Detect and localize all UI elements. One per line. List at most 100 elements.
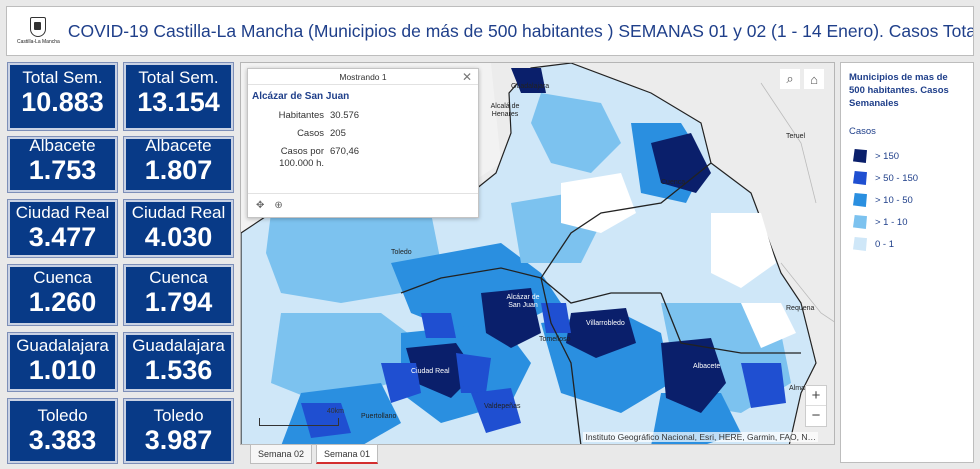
legend-item: > 150 [849, 145, 965, 167]
legend-swatch [853, 171, 867, 185]
home-icon[interactable]: ⌂ [804, 69, 824, 89]
tile-label: Toledo [153, 406, 204, 425]
map-view[interactable]: Alcalá de Henares Guadalajara Cuenca Tol… [240, 62, 835, 445]
popup-value: 670,46 [330, 146, 360, 157]
zoom-in-button[interactable]: + [806, 386, 826, 406]
popup-row-casos-por-100k: Casos por 100.000 h. 670,46 [248, 146, 478, 170]
tile-albacete-01: Albacete 1.807 [123, 136, 234, 193]
tile-value: 1.536 [144, 355, 213, 385]
legend-panel: Municipios de mas de 500 habitantes. Cas… [840, 62, 974, 463]
zoom-control: + − [805, 385, 827, 427]
dashboard-header: Castilla-La Mancha COVID-19 Castilla-La … [6, 6, 974, 56]
legend-subtitle: Casos [849, 126, 876, 137]
tile-label: Albacete [145, 137, 212, 155]
map-label-puertollano: Puertollano [361, 413, 397, 420]
tile-label: Ciudad Real [15, 203, 110, 222]
legend-item: > 1 - 10 [849, 211, 965, 233]
tile-toledo-02: Toledo 3.383 [7, 398, 118, 464]
legend-label: 0 - 1 [875, 238, 895, 250]
tile-label: Cuenca [149, 268, 208, 287]
zoom-out-button[interactable]: − [811, 407, 821, 424]
map-label-villarrobledo: Villarrobledo [586, 320, 625, 327]
tile-label: Guadalajara [132, 336, 225, 355]
popup-row-casos: Casos 205 [248, 128, 478, 140]
legend-item: > 50 - 150 [849, 167, 965, 189]
tile-ciudad-real-02: Ciudad Real 3.477 [7, 199, 118, 258]
tile-label: Ciudad Real [131, 203, 226, 222]
tile-value: 4.030 [144, 222, 213, 252]
tile-label: Toledo [37, 406, 88, 425]
tile-value: 10.883 [21, 87, 104, 117]
tile-value: 3.383 [28, 425, 97, 455]
popup-title: Alcázar de San Juan [252, 91, 350, 102]
map-label-tomelloso: Tomelloso [539, 336, 571, 343]
tile-toledo-01: Toledo 3.987 [123, 398, 234, 464]
tile-value: 1.794 [144, 287, 213, 317]
legend-label: > 50 - 150 [875, 172, 919, 184]
tile-label: Total Sem. [22, 68, 103, 87]
tile-value: 1.807 [144, 155, 213, 185]
tile-label: Total Sem. [138, 68, 219, 87]
popup-key: Habitantes [278, 110, 324, 121]
popup-row-habitantes: Habitantes 30.576 [248, 110, 478, 122]
popup-value: 30.576 [330, 110, 360, 121]
tile-total-sem-02: Total Sem. 10.883 [7, 62, 118, 131]
popup-key: Casos por 100.000 h. [279, 146, 324, 169]
map-label-toledo: Toledo [391, 249, 412, 256]
tab-semana-01[interactable]: Semana 01 [316, 444, 378, 464]
tile-albacete-02: Albacete 1.753 [7, 136, 118, 193]
map-label-guadalajara: Guadalajara [511, 83, 550, 90]
legend-swatch [853, 193, 867, 207]
logo-text: Castilla-La Mancha [17, 39, 60, 45]
map-label-almansa: Alma [789, 385, 805, 392]
move-icon[interactable]: ✥ [256, 200, 265, 211]
map-label-ciudad-real: Ciudad Real [411, 368, 450, 375]
legend-label: > 1 - 10 [875, 216, 908, 228]
info-popup: Mostrando 1 ✕ Alcázar de San Juan Habita… [247, 68, 479, 218]
tile-total-sem-01: Total Sem. 13.154 [123, 62, 234, 131]
legend-label: > 150 [875, 150, 900, 162]
tile-guadalajara-02: Guadalajara 1.010 [7, 332, 118, 392]
zoom-to-icon[interactable]: ⊕ [274, 200, 283, 211]
map-attribution: Instituto Geográfico Nacional, Esri, HER… [583, 432, 818, 442]
popup-header: Mostrando 1 ✕ [248, 69, 478, 85]
map-label-teruel: Teruel [786, 133, 806, 140]
scale-label: 40km [326, 408, 344, 415]
crest-icon [30, 17, 47, 37]
tile-cuenca-01: Cuenca 1.794 [123, 264, 234, 326]
tile-label: Cuenca [33, 268, 92, 287]
legend-label: > 10 - 50 [875, 194, 913, 206]
tile-guadalajara-01: Guadalajara 1.536 [123, 332, 234, 392]
logo: Castilla-La Mancha [17, 12, 60, 50]
map-label-valdepenas: Valdepeñas [484, 403, 521, 410]
page-title: COVID-19 Castilla-La Mancha (Municipios … [67, 20, 974, 41]
tile-cuenca-02: Cuenca 1.260 [7, 264, 118, 326]
legend-swatch [853, 149, 867, 163]
legend-swatch [853, 215, 867, 229]
tile-value: 3.477 [28, 222, 97, 252]
search-icon[interactable]: ⌕ [780, 69, 800, 89]
legend-item: 0 - 1 [849, 233, 965, 255]
tile-value: 13.154 [137, 87, 220, 117]
popup-value: 205 [330, 128, 346, 139]
tab-semana-02[interactable]: Semana 02 [250, 444, 312, 464]
map-label-alcazar: Alcázar de San Juan [506, 294, 540, 309]
legend-title: Municipios de mas de 500 habitantes. Cas… [849, 72, 949, 109]
tile-label: Albacete [29, 137, 96, 155]
popup-footer: ✥ ⊕ [248, 193, 478, 217]
map-label-alcala: Alcalá de Henares [490, 103, 520, 118]
tile-value: 3.987 [144, 425, 213, 455]
tile-value: 1.260 [28, 287, 97, 317]
legend-item: > 10 - 50 [849, 189, 965, 211]
legend-swatch [853, 237, 867, 251]
tile-ciudad-real-01: Ciudad Real 4.030 [123, 199, 234, 258]
map-label-albacete: Albacete [693, 363, 721, 370]
close-icon[interactable]: ✕ [461, 70, 472, 84]
popup-key: Casos [297, 128, 324, 139]
choropleth-map[interactable] [241, 63, 835, 445]
scale-bar: 40km [259, 408, 344, 426]
tile-value: 1.753 [28, 155, 97, 185]
tile-label: Guadalajara [16, 336, 109, 355]
popup-count: Mostrando 1 [339, 72, 387, 82]
